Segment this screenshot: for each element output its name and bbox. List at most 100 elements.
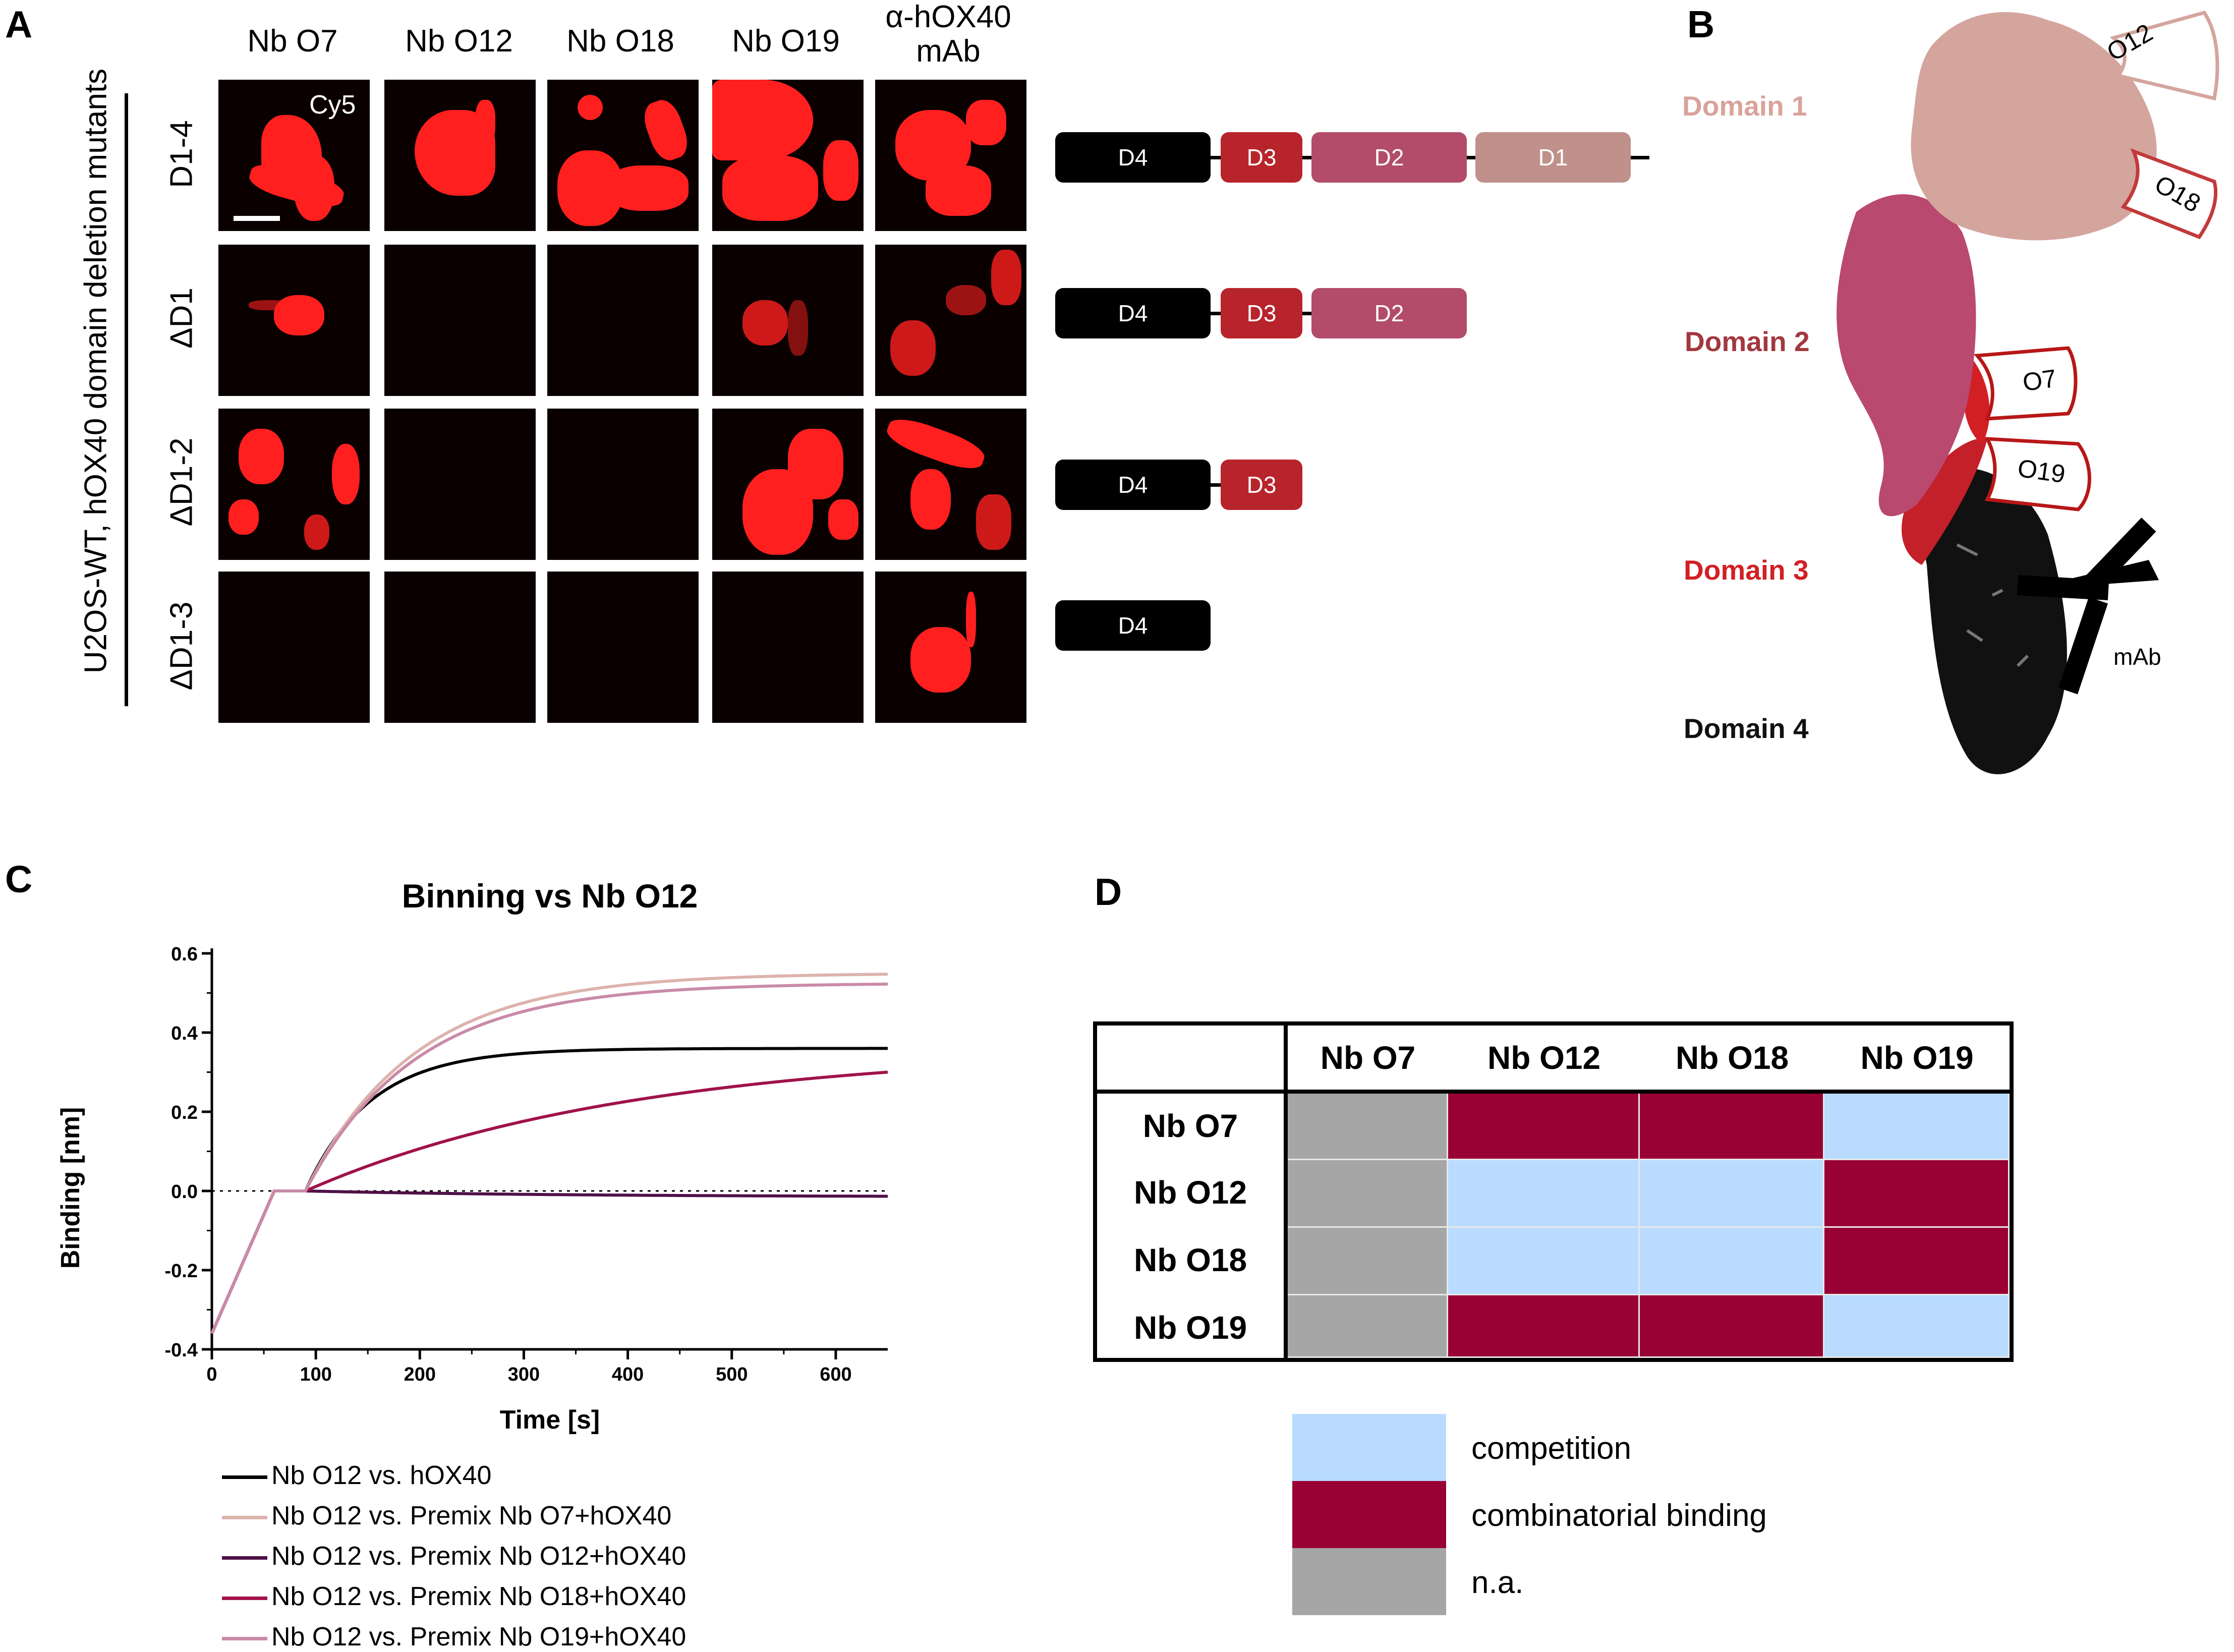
construct-box-d4: D4 bbox=[1055, 288, 1211, 338]
domain-4-label: Domain 4 bbox=[1684, 713, 1809, 744]
legend-swatch-4 bbox=[222, 1597, 267, 1600]
column-header-mab: α-hOX40 mAb bbox=[885, 0, 1011, 69]
legend-label-4: Nb O12 vs. Premix Nb O18+hOX40 bbox=[271, 1582, 686, 1611]
panel-letter-b: B bbox=[1687, 3, 1715, 45]
table-divider-vertical bbox=[1284, 1021, 1288, 1362]
table-cell bbox=[1288, 1228, 1448, 1295]
column-header-nb-o19: Nb O19 bbox=[732, 24, 840, 59]
micrograph-dd1-mab bbox=[875, 245, 1026, 396]
table-cell bbox=[1824, 1228, 2010, 1295]
micrograph-d1-4-mab bbox=[875, 80, 1026, 231]
series-line-4 bbox=[210, 1070, 888, 1334]
micrograph-dd1-2-nb-o7 bbox=[218, 409, 370, 560]
y-tick-label: 0.0 bbox=[171, 1181, 198, 1203]
micrograph-dd1-nb-o7 bbox=[218, 245, 370, 396]
micrograph-d1-4-nb-o7: Cy5 bbox=[218, 80, 370, 231]
y-tick-label: 0.2 bbox=[171, 1102, 198, 1123]
x-tick-label: 400 bbox=[612, 1364, 644, 1385]
micrograph-d1-4-nb-o18 bbox=[547, 80, 699, 231]
column-header-nb-o18: Nb O18 bbox=[566, 24, 674, 59]
epitope-label-o7: O7 bbox=[2021, 364, 2058, 397]
legend-swatch-5 bbox=[222, 1637, 267, 1640]
construct-box-d3: D3 bbox=[1221, 132, 1302, 183]
legend-swatch-competition bbox=[1292, 1414, 1446, 1481]
series-line-3 bbox=[210, 1189, 888, 1334]
table-cell bbox=[1824, 1094, 2010, 1160]
domain-3-label: Domain 3 bbox=[1684, 554, 1809, 586]
scale-bar bbox=[234, 216, 280, 221]
legend-swatch-3 bbox=[222, 1556, 267, 1560]
table-cell bbox=[1640, 1295, 1824, 1358]
legend-swatch-na bbox=[1292, 1548, 1446, 1615]
table-row-header-nb-o12: Nb O12 bbox=[1133, 1174, 1247, 1211]
micrograph-dd1-3-nb-o19 bbox=[712, 572, 864, 723]
legend-label-3: Nb O12 vs. Premix Nb O12+hOX40 bbox=[271, 1542, 686, 1571]
legend-label-competition: competition bbox=[1471, 1431, 1632, 1466]
panel-letter-c: C bbox=[5, 858, 33, 900]
row-header-delta-d1: ΔD1 bbox=[164, 288, 199, 349]
construct-box-d4: D4 bbox=[1055, 600, 1211, 651]
table-cell bbox=[1448, 1228, 1640, 1295]
y-tick-label: 0.4 bbox=[171, 1023, 198, 1044]
construct-box-d2: D2 bbox=[1311, 288, 1467, 338]
column-header-nb-o12: Nb O12 bbox=[405, 24, 513, 59]
micrograph-dd1-2-nb-o12 bbox=[384, 409, 536, 560]
table-cell bbox=[1448, 1094, 1640, 1160]
construct-box-d2: D2 bbox=[1311, 132, 1467, 183]
binding-chart: -0.4 -0.2 0.0 0.2 0.4 0.6 0 100 200 300 400 500 600 bbox=[165, 944, 888, 1385]
domain-2-label: Domain 2 bbox=[1685, 326, 1810, 357]
panel-a-axis-label: U2OS-WT, hOX40 domain deletion mutants bbox=[78, 68, 113, 674]
table-cell bbox=[1640, 1228, 1824, 1295]
micrograph-dd1-nb-o12 bbox=[384, 245, 536, 396]
row-header-d1-4: D1-4 bbox=[164, 120, 199, 188]
series-line-2 bbox=[210, 973, 888, 1334]
table-cell bbox=[1288, 1295, 1448, 1358]
x-tick-label: 100 bbox=[300, 1364, 331, 1385]
epitope-tag-o12 bbox=[2109, 10, 2219, 101]
legend-swatch-combinatorial bbox=[1292, 1481, 1446, 1548]
epitope-tag-o18 bbox=[2121, 148, 2218, 240]
table-col-header-nb-o12: Nb O12 bbox=[1487, 1040, 1601, 1076]
table-col-header-nb-o18: Nb O18 bbox=[1675, 1040, 1789, 1076]
legend-swatch-2 bbox=[222, 1516, 267, 1519]
legend-label-5: Nb O12 vs. Premix Nb O19+hOX40 bbox=[271, 1622, 686, 1651]
micrograph-dd1-2-nb-o18 bbox=[547, 409, 699, 560]
panel-letter-d: D bbox=[1095, 871, 1122, 913]
x-tick-label: 300 bbox=[508, 1364, 540, 1385]
legend-label-2: Nb O12 vs. Premix Nb O7+hOX40 bbox=[271, 1501, 672, 1530]
x-tick-label: 600 bbox=[820, 1364, 851, 1385]
table-row-header-nb-o19: Nb O19 bbox=[1133, 1309, 1247, 1346]
column-header-nb-o7: Nb O7 bbox=[247, 24, 338, 59]
panel-letter-a: A bbox=[5, 3, 33, 45]
table-cell bbox=[1640, 1094, 1824, 1160]
table-cell bbox=[1824, 1295, 2010, 1358]
micrograph-dd1-2-mab bbox=[875, 409, 1026, 560]
micrograph-dd1-3-nb-o7 bbox=[218, 572, 370, 723]
binning-table bbox=[1093, 1021, 2014, 1362]
row-header-delta-d1-3: ΔD1-3 bbox=[164, 601, 199, 691]
panel-a-axis-line bbox=[125, 93, 128, 706]
table-cell bbox=[1448, 1295, 1640, 1358]
construct-box-d3: D3 bbox=[1221, 460, 1302, 510]
construct-box-d4: D4 bbox=[1055, 460, 1211, 510]
domain-1-label: Domain 1 bbox=[1682, 90, 1807, 122]
table-row-header-nb-o7: Nb O7 bbox=[1142, 1108, 1238, 1144]
channel-label: Cy5 bbox=[309, 90, 356, 120]
table-col-header-nb-o7: Nb O7 bbox=[1320, 1040, 1416, 1076]
chart-title: Binning vs Nb O12 bbox=[402, 877, 698, 915]
epitope-tag-o19 bbox=[1984, 437, 2091, 511]
y-tick-label: -0.4 bbox=[165, 1340, 198, 1361]
construct-box-d3: D3 bbox=[1221, 288, 1302, 338]
epitope-tag-o7 bbox=[1973, 346, 2078, 421]
y-tick-label: 0.6 bbox=[171, 944, 198, 965]
legend-label-1: Nb O12 vs. hOX40 bbox=[271, 1461, 492, 1490]
micrograph-d1-4-nb-o12 bbox=[384, 80, 536, 231]
y-tick-label: -0.2 bbox=[165, 1261, 198, 1282]
micrograph-dd1-3-nb-o18 bbox=[547, 572, 699, 723]
construct-box-d4: D4 bbox=[1055, 132, 1211, 183]
table-row-header-nb-o18: Nb O18 bbox=[1133, 1242, 1247, 1278]
legend-swatch-1 bbox=[222, 1475, 267, 1479]
table-cell bbox=[1448, 1160, 1640, 1228]
table-cell bbox=[1640, 1160, 1824, 1228]
table-cell bbox=[1288, 1094, 1448, 1160]
